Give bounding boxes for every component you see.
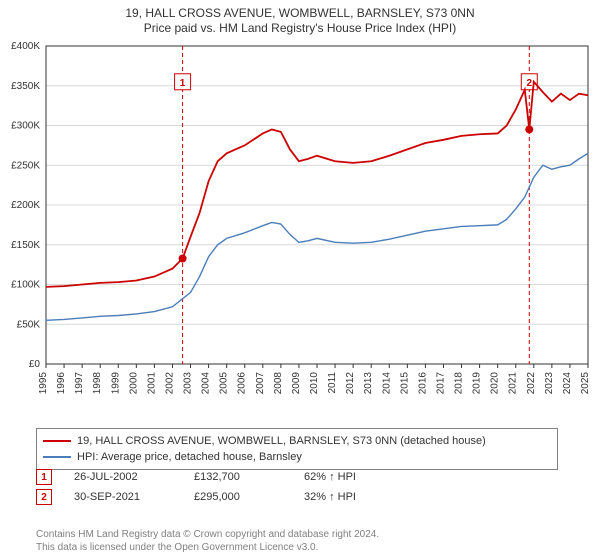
svg-text:2007: 2007: [255, 372, 266, 395]
svg-text:£300K: £300K: [11, 121, 40, 132]
svg-text:2022: 2022: [526, 372, 537, 395]
chart-title-line1: 19, HALL CROSS AVENUE, WOMBWELL, BARNSLE…: [0, 6, 600, 21]
sale-date: 30-SEP-2021: [74, 491, 194, 503]
svg-text:2014: 2014: [381, 372, 392, 395]
svg-text:£150K: £150K: [11, 240, 40, 251]
svg-text:£350K: £350K: [11, 81, 40, 92]
sale-marker-badge: 1: [36, 469, 52, 485]
svg-text:2023: 2023: [544, 372, 555, 395]
svg-text:2012: 2012: [345, 372, 356, 395]
svg-text:2015: 2015: [399, 372, 410, 395]
svg-text:£200K: £200K: [11, 200, 40, 211]
svg-text:2021: 2021: [508, 372, 519, 395]
sale-vs-hpi: 62% ↑ HPI: [304, 471, 356, 483]
sale-price: £295,000: [194, 491, 304, 503]
sale-marker-badge: 2: [36, 489, 52, 505]
svg-text:2024: 2024: [562, 372, 573, 395]
svg-text:1: 1: [180, 78, 186, 89]
legend-item-property: 19, HALL CROSS AVENUE, WOMBWELL, BARNSLE…: [43, 433, 551, 449]
svg-text:£250K: £250K: [11, 160, 40, 171]
svg-text:2004: 2004: [201, 372, 212, 395]
svg-text:£0: £0: [29, 359, 41, 370]
chart-title-block: 19, HALL CROSS AVENUE, WOMBWELL, BARNSLE…: [0, 0, 600, 36]
legend-item-hpi: HPI: Average price, detached house, Barn…: [43, 449, 551, 465]
svg-text:2008: 2008: [273, 372, 284, 395]
legend-label: 19, HALL CROSS AVENUE, WOMBWELL, BARNSLE…: [77, 435, 486, 447]
svg-text:2003: 2003: [183, 372, 194, 395]
svg-text:2019: 2019: [472, 372, 483, 395]
svg-text:2005: 2005: [219, 372, 230, 395]
svg-text:2009: 2009: [291, 372, 302, 395]
svg-text:2013: 2013: [363, 372, 374, 395]
svg-text:2002: 2002: [164, 372, 175, 395]
license-line1: Contains HM Land Registry data © Crown c…: [36, 529, 379, 542]
svg-text:£400K: £400K: [11, 41, 40, 52]
sale-vs-hpi: 32% ↑ HPI: [304, 491, 356, 503]
svg-text:1999: 1999: [110, 372, 121, 395]
sale-marker-number: 1: [41, 472, 47, 483]
svg-text:2006: 2006: [237, 372, 248, 395]
sale-marker-row: 1 26-JUL-2002 £132,700 62% ↑ HPI: [36, 468, 558, 486]
svg-text:2025: 2025: [580, 372, 591, 395]
license-text: Contains HM Land Registry data © Crown c…: [36, 529, 379, 554]
svg-text:£50K: £50K: [17, 319, 41, 330]
legend: 19, HALL CROSS AVENUE, WOMBWELL, BARNSLE…: [36, 428, 558, 470]
svg-text:2011: 2011: [327, 372, 338, 394]
sale-marker-number: 2: [41, 492, 47, 503]
svg-text:2001: 2001: [146, 372, 157, 395]
svg-text:2018: 2018: [454, 372, 465, 395]
chart-title-line2: Price paid vs. HM Land Registry's House …: [0, 21, 600, 36]
legend-label: HPI: Average price, detached house, Barn…: [77, 451, 302, 463]
svg-text:2017: 2017: [435, 372, 446, 395]
svg-text:1995: 1995: [38, 372, 49, 395]
sale-marker-row: 2 30-SEP-2021 £295,000 32% ↑ HPI: [36, 488, 558, 506]
svg-text:1996: 1996: [56, 372, 67, 395]
svg-text:1997: 1997: [74, 372, 85, 395]
svg-text:1998: 1998: [92, 372, 103, 395]
svg-text:2: 2: [527, 78, 533, 89]
legend-swatch: [43, 440, 71, 442]
svg-text:2000: 2000: [128, 372, 139, 395]
svg-text:2016: 2016: [417, 372, 428, 395]
license-line2: This data is licensed under the Open Gov…: [36, 542, 379, 555]
svg-text:£100K: £100K: [11, 280, 40, 291]
sale-markers-table: 1 26-JUL-2002 £132,700 62% ↑ HPI 2 30-SE…: [36, 466, 558, 506]
sale-price: £132,700: [194, 471, 304, 483]
legend-swatch: [43, 456, 71, 458]
sale-date: 26-JUL-2002: [74, 471, 194, 483]
svg-text:2010: 2010: [309, 372, 320, 395]
price-chart: £0 £50K £100K £150K £200K £250K £300K £350K £400…: [0, 40, 600, 420]
svg-text:2020: 2020: [490, 372, 501, 395]
